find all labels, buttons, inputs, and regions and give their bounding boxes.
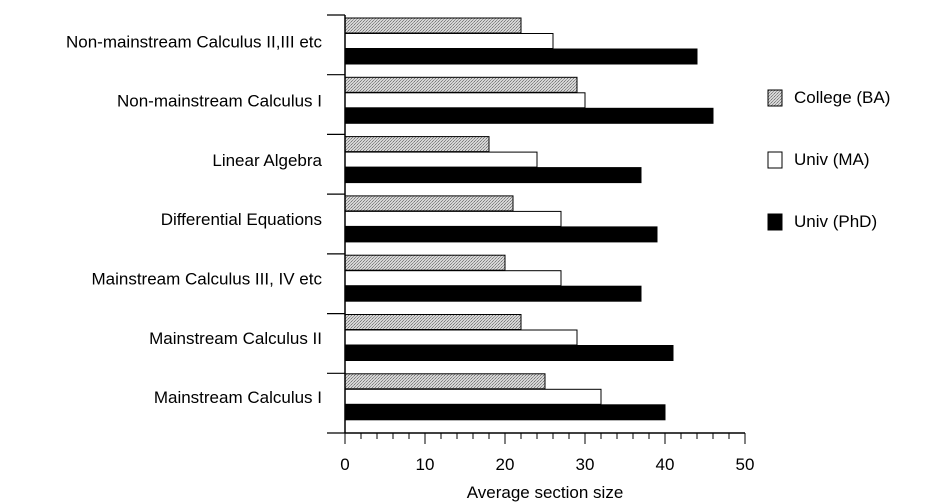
bar-univ-phd-6 bbox=[345, 405, 665, 420]
legend-swatch-univ-ma bbox=[768, 152, 782, 168]
legend-label-college-ba: College (BA) bbox=[794, 88, 890, 107]
bar-college-ba-4 bbox=[345, 255, 505, 270]
legend-label-univ-ma: Univ (MA) bbox=[794, 150, 870, 169]
bar-univ-ma-5 bbox=[345, 330, 577, 345]
bar-univ-ma-2 bbox=[345, 152, 537, 167]
x-tick-label: 30 bbox=[576, 455, 595, 474]
bar-univ-phd-0 bbox=[345, 49, 697, 64]
x-tick-label: 20 bbox=[496, 455, 515, 474]
category-label: Mainstream Calculus III, IV etc bbox=[91, 269, 322, 288]
bar-univ-ma-6 bbox=[345, 389, 601, 404]
x-tick-label: 10 bbox=[416, 455, 435, 474]
category-label: Non-mainstream Calculus I bbox=[117, 92, 322, 111]
x-tick-label: 50 bbox=[736, 455, 755, 474]
legend-swatch-college-ba bbox=[768, 90, 782, 106]
bar-univ-ma-1 bbox=[345, 93, 585, 108]
category-label: Linear Algebra bbox=[212, 151, 322, 170]
bars-group bbox=[345, 18, 713, 420]
bar-college-ba-1 bbox=[345, 77, 577, 92]
category-label: Non-mainstream Calculus II,III etc bbox=[66, 32, 323, 51]
bar-univ-phd-5 bbox=[345, 346, 673, 361]
x-tick-label: 0 bbox=[340, 455, 349, 474]
bar-college-ba-0 bbox=[345, 18, 521, 33]
bar-univ-ma-0 bbox=[345, 34, 553, 49]
x-axis-title: Average section size bbox=[467, 483, 624, 502]
legend: College (BA) Univ (MA) Univ (PhD) bbox=[768, 88, 890, 231]
bar-college-ba-5 bbox=[345, 315, 521, 330]
bar-college-ba-6 bbox=[345, 374, 545, 389]
category-label: Differential Equations bbox=[161, 210, 322, 229]
bar-univ-ma-3 bbox=[345, 211, 561, 226]
bar-college-ba-3 bbox=[345, 196, 513, 211]
category-labels: Non-mainstream Calculus II,III etc Non-ma… bbox=[66, 32, 323, 407]
bar-univ-phd-3 bbox=[345, 227, 657, 242]
bar-univ-phd-2 bbox=[345, 168, 641, 183]
x-tick-label: 40 bbox=[656, 455, 675, 474]
bar-univ-phd-1 bbox=[345, 108, 713, 123]
category-label: Mainstream Calculus II bbox=[149, 329, 322, 348]
bar-college-ba-2 bbox=[345, 137, 489, 152]
legend-label-univ-phd: Univ (PhD) bbox=[794, 212, 877, 231]
bar-univ-ma-4 bbox=[345, 271, 561, 286]
bar-univ-phd-4 bbox=[345, 286, 641, 301]
category-label: Mainstream Calculus I bbox=[154, 388, 322, 407]
legend-swatch-univ-phd bbox=[768, 214, 782, 230]
